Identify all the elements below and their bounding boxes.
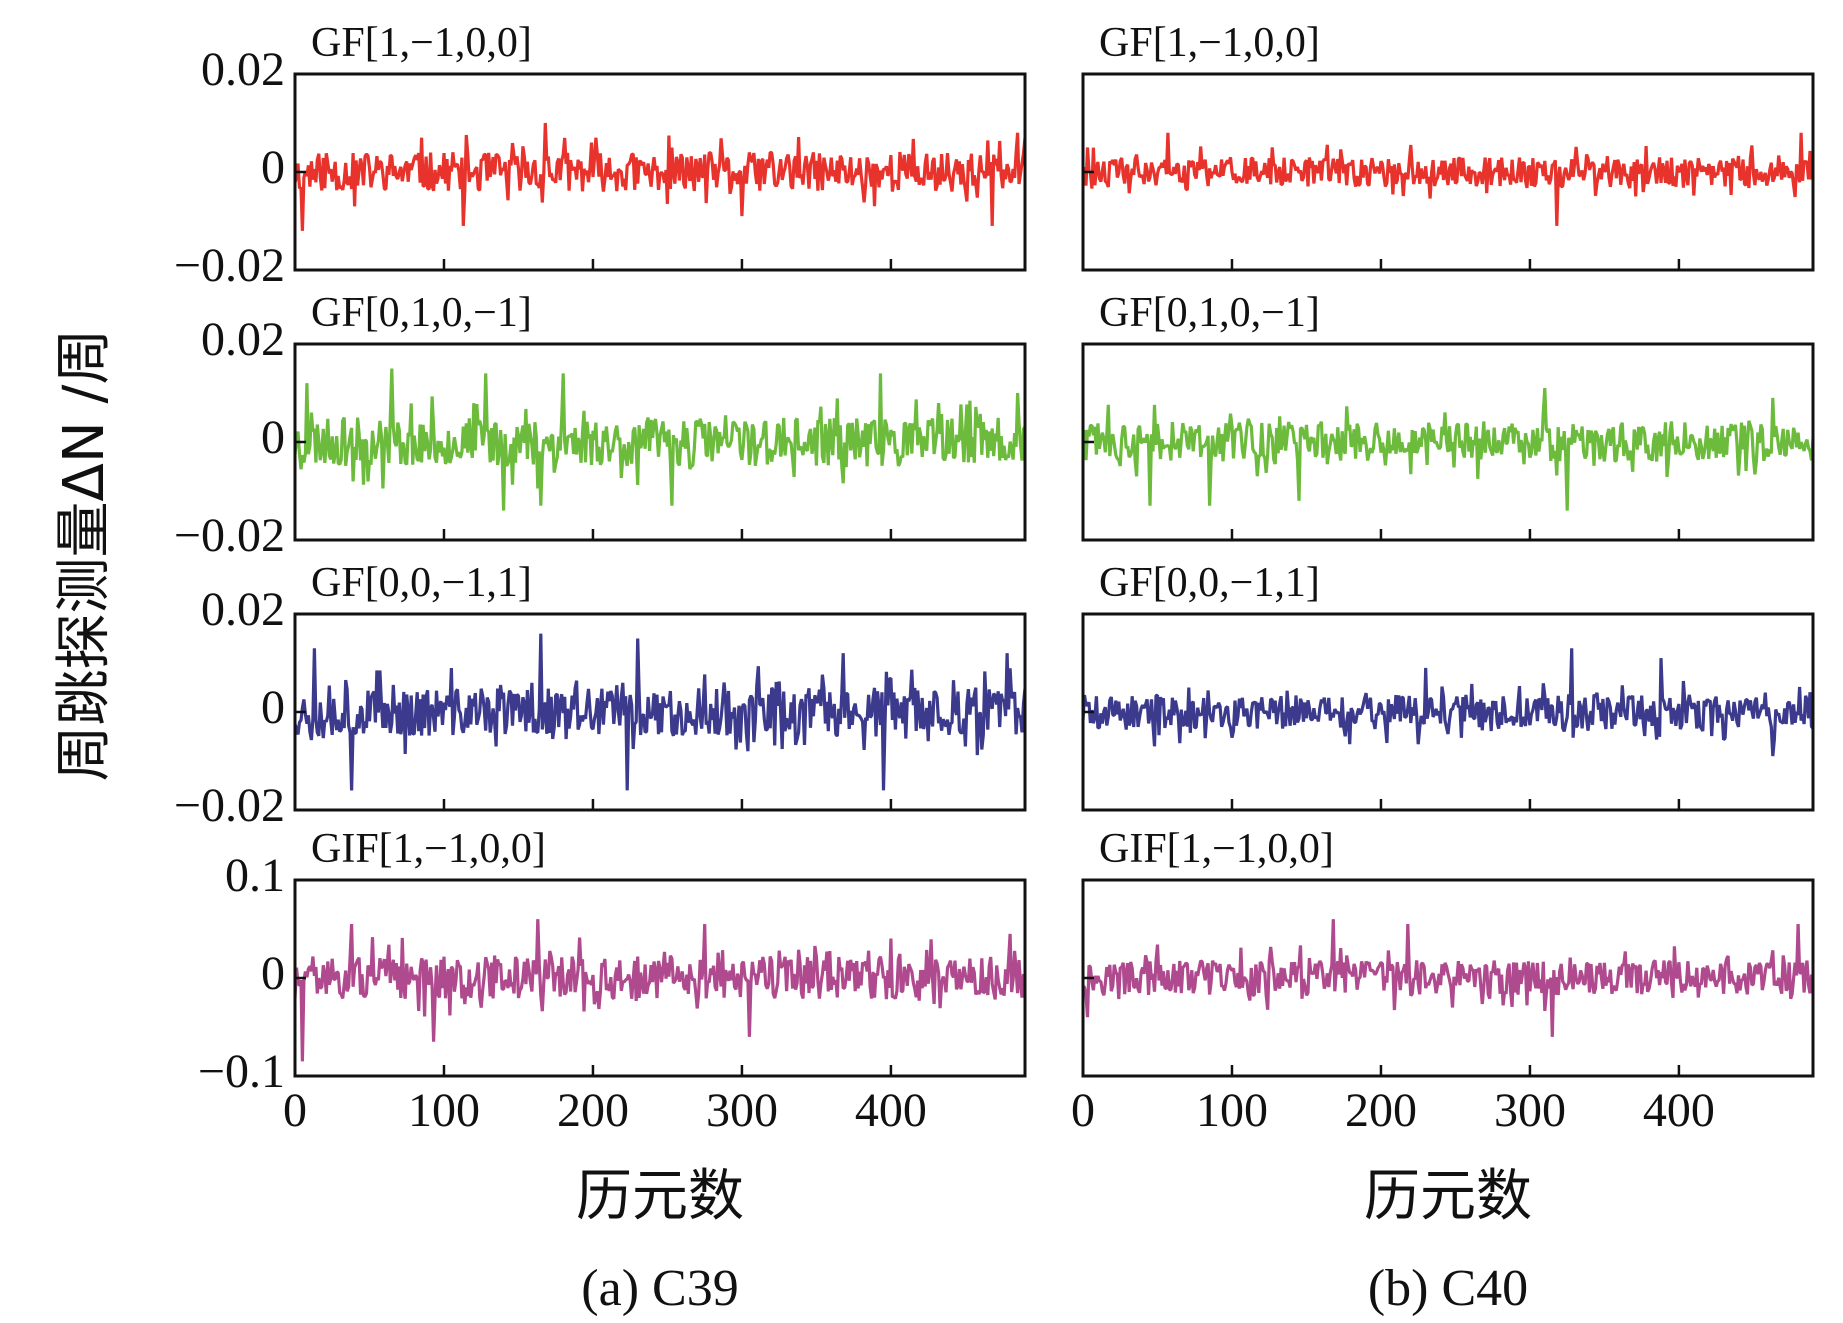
x-tick-label: 0	[1071, 1084, 1095, 1137]
panel-label: GF[0,0,−1,1]	[1099, 560, 1320, 606]
x-axis-title-left: 历元数	[576, 1164, 744, 1229]
y-tick-label: −0.02	[174, 509, 285, 562]
x-tick-label: 100	[408, 1084, 480, 1137]
panel-c40-3: GF[0,0,−1,1]	[1081, 560, 1815, 812]
y-tick-label: 0.1	[225, 849, 285, 902]
panel-label: GF[1,−1,0,0]	[311, 20, 532, 66]
caption-right: (b) C40	[1368, 1260, 1528, 1317]
x-tick-label: 300	[1494, 1084, 1566, 1137]
panel-label: GF[1,−1,0,0]	[1099, 20, 1320, 66]
y-tick-label: −0.02	[174, 239, 285, 292]
x-tick-label: 100	[1196, 1084, 1268, 1137]
series-line	[1081, 388, 1815, 511]
panel-c39-1: 0.02 0 −0.02 GF[1,−1,0,0]	[174, 20, 1027, 292]
x-tick-label: 200	[1345, 1084, 1417, 1137]
x-axis-title-right: 历元数	[1364, 1164, 1532, 1229]
series-line	[293, 122, 1027, 231]
panel-c39-3: 0.02 0 −0.02 GF[0,0,−1,1]	[174, 560, 1027, 832]
y-tick-label: 0	[261, 947, 285, 1000]
y-tick-label: 0	[261, 681, 285, 734]
series-line	[1081, 648, 1815, 757]
y-tick-label: 0.02	[201, 313, 285, 366]
series-line	[293, 919, 1027, 1062]
caption-left: (a) C39	[581, 1260, 738, 1317]
x-tick-label: 400	[855, 1084, 927, 1137]
series-line	[1081, 132, 1815, 226]
series-line	[293, 633, 1027, 791]
y-tick-label: −0.1	[198, 1045, 285, 1098]
x-tick-label: 0	[283, 1084, 307, 1137]
y-axis-title: 周跳探测量ΔN /周	[52, 329, 117, 782]
panel-label: GF[0,1,0,−1]	[311, 290, 532, 336]
panel-label: GF[0,0,−1,1]	[311, 560, 532, 606]
panel-label: GIF[1,−1,0,0]	[1099, 826, 1334, 872]
panel-label: GF[0,1,0,−1]	[1099, 290, 1320, 336]
x-tick-label: 400	[1643, 1084, 1715, 1137]
panel-c39-2: 0.02 0 −0.02 GF[0,1,0,−1]	[174, 290, 1027, 562]
subplots: 0.02 0 −0.02 GF[1,−1,0,0] 0.02 0 −0.02 GF[0,1,0…	[174, 20, 1815, 1137]
x-tick-label: 300	[706, 1084, 778, 1137]
panel-c40-1: GF[1,−1,0,0]	[1081, 20, 1815, 272]
y-tick-label: 0	[261, 141, 285, 194]
y-tick-label: 0	[261, 411, 285, 464]
panel-c40-4: GIF[1,−1,0,0] 0 100 200 300 400	[1071, 826, 1815, 1137]
panel-label: GIF[1,−1,0,0]	[311, 826, 546, 872]
y-tick-label: 0.02	[201, 43, 285, 96]
series-line	[1081, 919, 1815, 1037]
series-line	[293, 368, 1027, 511]
x-tick-label: 200	[557, 1084, 629, 1137]
y-tick-label: 0.02	[201, 583, 285, 636]
y-tick-label: −0.02	[174, 779, 285, 832]
panel-c40-2: GF[0,1,0,−1]	[1081, 290, 1815, 542]
